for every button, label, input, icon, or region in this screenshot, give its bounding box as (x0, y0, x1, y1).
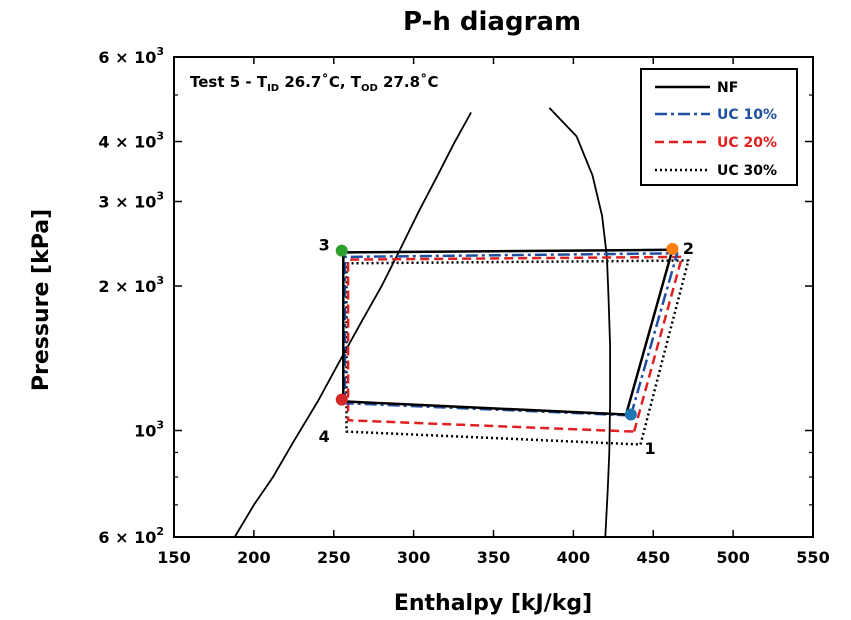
state-point-label-2: 2 (683, 239, 694, 258)
y-tick-label: 3 × 103 (98, 189, 164, 211)
x-tick-label: 150 (157, 548, 190, 567)
legend-box (640, 68, 798, 186)
x-tick-label: 400 (557, 548, 590, 567)
x-tick-label: 550 (796, 548, 829, 567)
state-point-label-3: 3 (319, 236, 330, 255)
state-point-3 (335, 244, 348, 257)
legend-label-uc20: UC 20% (717, 135, 777, 151)
y-tick-label: 4 × 103 (98, 130, 164, 152)
state-point-4 (335, 393, 348, 406)
saturation-dome (233, 107, 611, 538)
y-tick-label: 6 × 102 (98, 525, 164, 547)
x-tick-label: 200 (237, 548, 270, 567)
annotation-prefix: Test 5 - T (190, 73, 268, 91)
legend-label-uc10: UC 10% (717, 107, 777, 123)
x-tick-label: 350 (477, 548, 510, 567)
x-tick-label: 500 (716, 548, 749, 567)
saturated-vapor-line (548, 107, 611, 538)
x-tick-label: 450 (637, 548, 670, 567)
x-tick-label: 300 (397, 548, 430, 567)
legend: NF UC 10% UC 20% UC 30% (640, 68, 798, 186)
state-points: 1 2 3 4 (319, 236, 694, 458)
x-tick-label: 250 (317, 548, 350, 567)
legend-label-uc30: UC 30% (717, 163, 777, 179)
series-line-uc-10- (343, 252, 679, 417)
state-point-1 (624, 408, 637, 421)
series-line-uc-30- (345, 259, 690, 446)
state-point-label-4: 4 (319, 427, 330, 446)
state-point-label-1: 1 (644, 439, 655, 458)
y-tick-label: 6 × 103 (98, 45, 164, 67)
y-tick-label: 2 × 103 (98, 274, 164, 296)
annotation-sub-id: ID (267, 83, 279, 94)
annotation-mid: 26.7˚C, T (279, 73, 362, 91)
legend-label-nf: NF (717, 80, 738, 96)
axis-ticks: 150 200 250 300 350 400 450 500 550 6 × 102 103 2 ×… (98, 45, 829, 567)
series-line-uc-20- (346, 255, 684, 433)
annotation: Test 5 - TID 26.7˚C, TOD 27.8˚C (190, 73, 439, 94)
y-tick-label: 103 (134, 419, 164, 441)
x-axis-label: Enthalpy [kJ/kg] (394, 591, 592, 616)
annotation-suffix: 27.8˚C (378, 73, 439, 91)
chart-title: P-h diagram (403, 7, 581, 37)
annotation-sub-od: OD (361, 83, 378, 94)
y-axis-label: Pressure [kPa] (29, 209, 54, 391)
state-point-2 (666, 242, 679, 255)
series-line-nf (342, 248, 674, 416)
svg-text:Test 5 - TID 26.7˚C, TOD 27.8˚: Test 5 - TID 26.7˚C, TOD 27.8˚C (190, 73, 439, 94)
saturated-liquid-line (233, 111, 472, 538)
